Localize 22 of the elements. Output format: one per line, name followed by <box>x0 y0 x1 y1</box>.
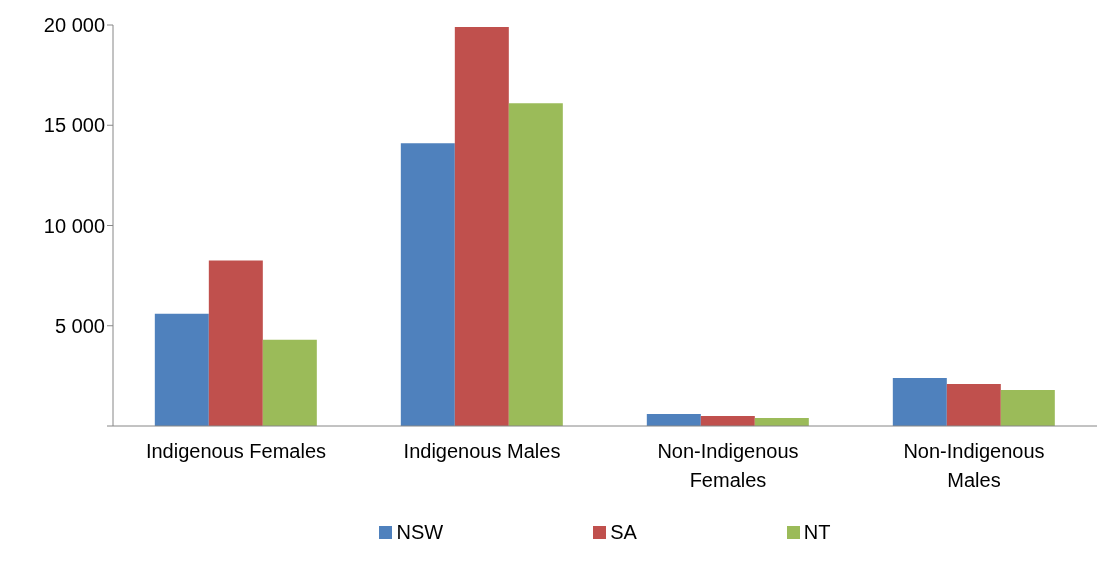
y-tick-label: 20 000 <box>43 14 105 37</box>
x-tick-label: Non-Indigenous Females <box>657 440 799 491</box>
bar <box>1000 389 1055 426</box>
legend-label: NSW <box>396 521 444 544</box>
legend-label: SA <box>610 521 637 544</box>
bar <box>508 103 563 426</box>
y-tick-label: 15 000 <box>43 114 105 137</box>
bar <box>646 413 701 426</box>
x-tick-label: Indigenous Males <box>403 440 561 462</box>
bar <box>946 383 1001 426</box>
bar <box>262 339 317 426</box>
bar <box>154 313 209 426</box>
bar <box>892 377 947 426</box>
x-tick-label: Non-Indigenous Males <box>903 440 1045 491</box>
legend-label: NT <box>803 521 831 544</box>
bar <box>700 415 755 426</box>
x-tick-label: Indigenous Females <box>145 440 327 462</box>
bar <box>208 260 263 426</box>
y-tick-label: 5 000 <box>54 314 105 337</box>
bar <box>454 27 509 426</box>
bar <box>400 143 455 426</box>
y-tick-label: 10 000 <box>43 214 105 237</box>
